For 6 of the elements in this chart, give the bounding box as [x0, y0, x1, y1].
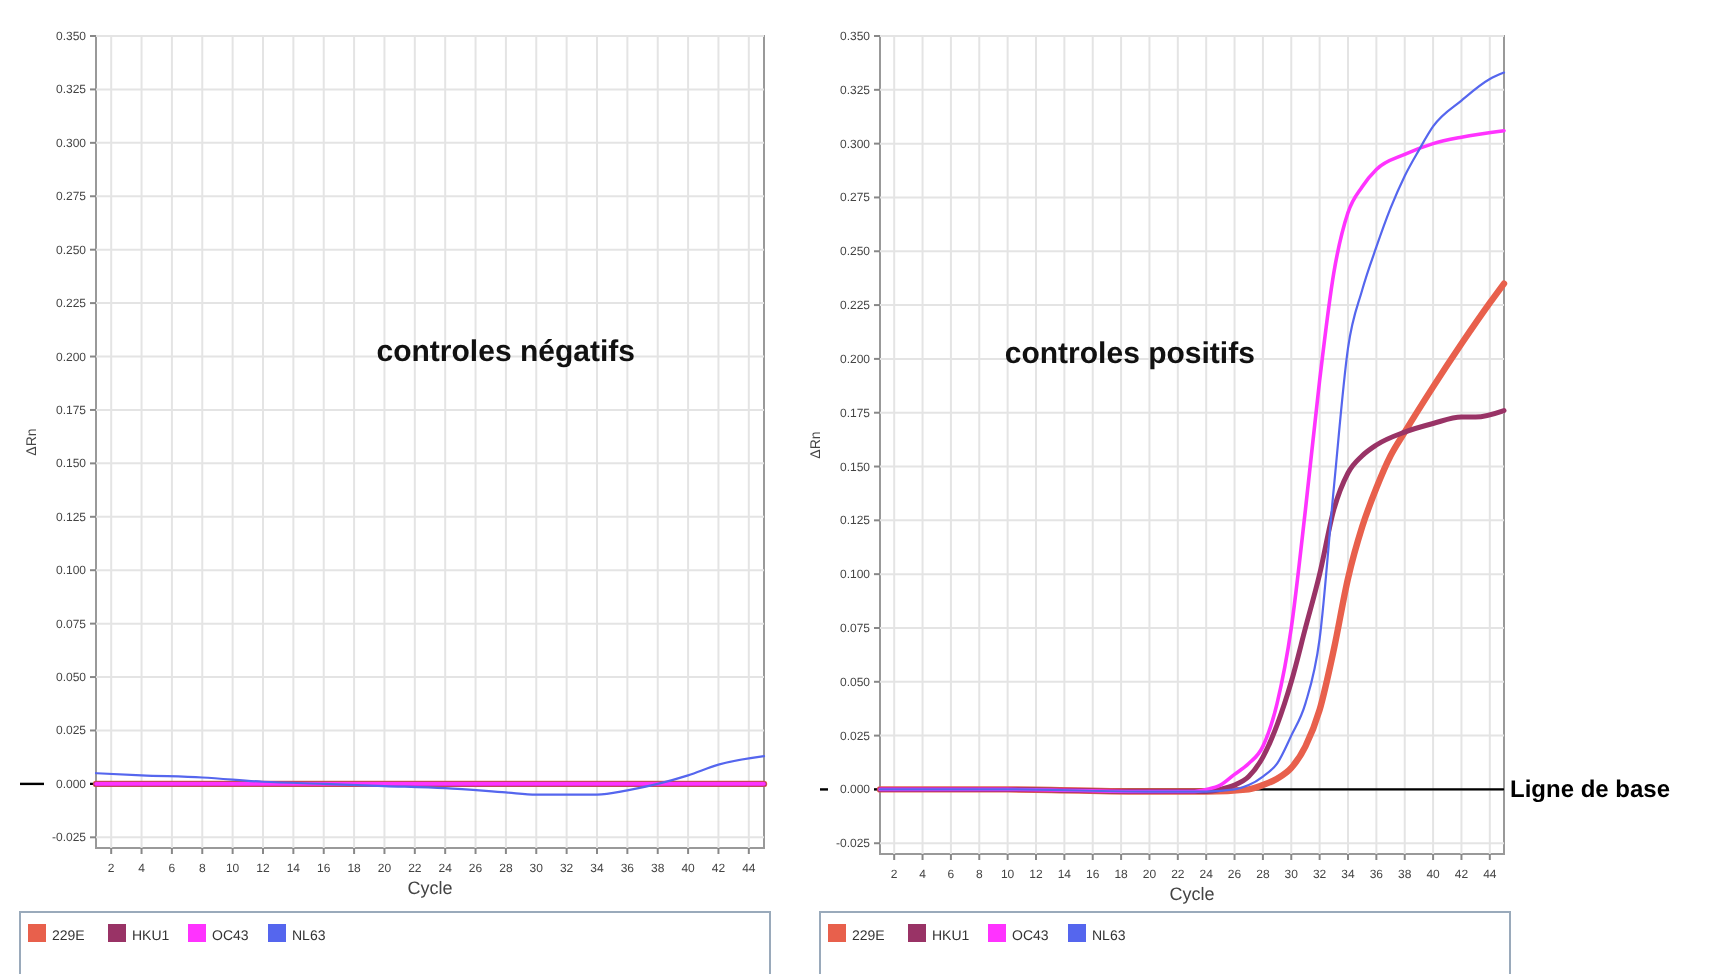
- annotation: controles négatifs: [376, 334, 635, 369]
- line-series: [94, 755, 766, 796]
- x-axis-title: Cycle: [1169, 884, 1215, 904]
- annotation: controles positifs: [1004, 337, 1255, 372]
- x-axis-title: Cycle: [407, 878, 453, 898]
- ref-line-label: Ligne de base: [1510, 775, 1671, 804]
